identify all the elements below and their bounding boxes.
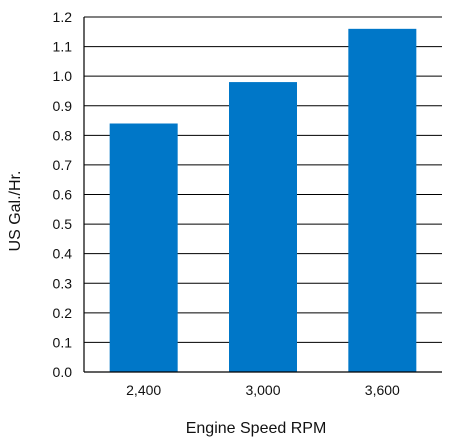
- bars: [109, 28, 417, 372]
- y-tick-label: 0.0: [53, 364, 73, 380]
- y-axis-title: US Gal./Hr.: [7, 171, 24, 252]
- x-axis-title: Engine Speed RPM: [186, 420, 327, 437]
- y-tick-label: 0.6: [53, 187, 73, 203]
- x-tick-label: 3,000: [245, 382, 280, 398]
- y-tick-labels: 0.0 0.1 0.2 0.3 0.4 0.5 0.6 0.7 0.8 0.9 1.0 1.1 1.2: [53, 9, 73, 380]
- y-tick-label: 0.1: [53, 334, 73, 350]
- y-tick-label: 1.2: [53, 9, 73, 25]
- y-tick-label: 0.2: [53, 305, 73, 321]
- x-tick-label: 2,400: [126, 382, 161, 398]
- y-tick-label: 1.0: [53, 68, 73, 84]
- bar-2400: [109, 123, 178, 372]
- y-tick-label: 0.4: [53, 246, 73, 262]
- y-tick-label: 0.3: [53, 275, 73, 291]
- axes: [83, 17, 442, 373]
- y-tick-label: 1.1: [53, 39, 73, 55]
- y-tick-label: 0.8: [53, 127, 73, 143]
- x-tick-labels: 2,400 3,000 3,600: [126, 382, 400, 398]
- y-tick-label: 0.9: [53, 98, 73, 114]
- x-tick-label: 3,600: [365, 382, 400, 398]
- bar-3000: [229, 82, 297, 372]
- y-tick-label: 0.7: [53, 157, 73, 173]
- y-tick-label: 0.5: [53, 216, 73, 232]
- bar-3600: [348, 28, 417, 372]
